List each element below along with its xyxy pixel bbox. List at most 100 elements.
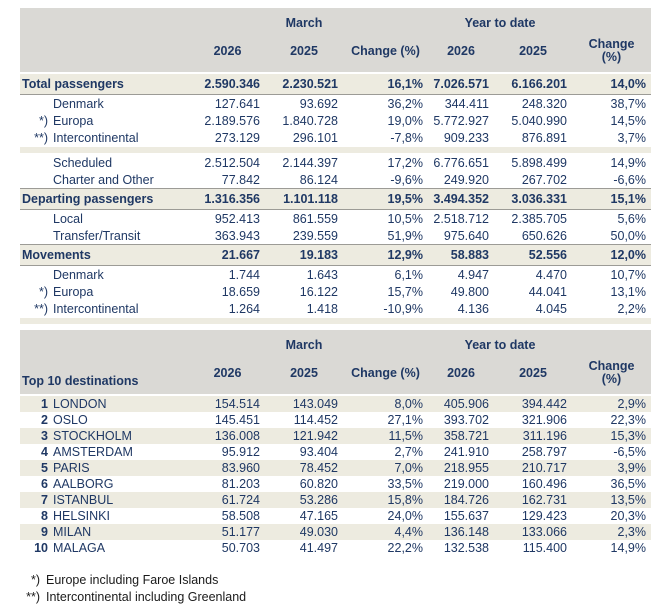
empty-corner-cell (20, 8, 190, 30)
destination-label-cell: 7 ISTANBUL (20, 492, 190, 508)
value-cell: 4.470 (535, 267, 567, 282)
row-label-cell: Transfer/Transit (20, 227, 190, 245)
value-cell: 13,5% (572, 492, 651, 508)
value-cell: 2,9% (572, 395, 651, 412)
row-label-cell: Denmark (20, 266, 190, 284)
destination-row: 5 PARIS 83.960 78.452 7,0% 218.955 210.717 3,9% (20, 460, 651, 476)
value-cell: 93.692 (299, 96, 338, 111)
value-cell: 2,2% (617, 301, 647, 316)
row-label: Intercontinental (53, 130, 139, 145)
value-cell: 127.641 (214, 96, 260, 111)
value-cell: 5.898.499 (511, 155, 567, 170)
value-cell: 14,9% (610, 541, 646, 555)
value-cell: 1.744 (228, 267, 260, 282)
value-cell: 952.413 (214, 211, 260, 226)
rank-number: 8 (41, 509, 48, 523)
value-cell: 5.772.927 (433, 113, 489, 128)
table-row: *) Europa 18.659 16.122 15,7% 49.800 44.041 13,… (20, 283, 651, 300)
destination-name: AMSTERDAM (53, 445, 133, 459)
value-cell: 50,0% (610, 228, 646, 243)
value-cell: 273.129 (214, 130, 260, 145)
row-label-cell: Denmark (20, 95, 190, 113)
value-cell: 3.036.331 (494, 188, 572, 210)
table-row: Scheduled 2.512.504 2.144.397 17,2% 6.776.65… (20, 154, 651, 172)
row-label-cell: Local (20, 210, 190, 228)
value-cell: -10,9% (383, 301, 423, 316)
rank-number: 3 (41, 429, 48, 443)
value-cell: 143.049 (265, 395, 343, 412)
value-cell: 19,5% (343, 188, 428, 210)
ytd-group-header: Year to date (428, 8, 572, 30)
value-cell: 4.136 (457, 301, 489, 316)
value-cell: 1.840.728 (282, 113, 338, 128)
destination-row: 4 AMSTERDAM 95.912 93.404 2,7% 241.910 258.797… (20, 444, 651, 460)
table-row: Denmark 1.744 1.643 6,1% 4.947 4.470 10,7% (20, 266, 651, 284)
destination-row: 2 OSLO 145.451 114.452 27,1% 393.702 321.906 22… (20, 412, 651, 428)
value-cell: 77.842 (221, 172, 260, 187)
traffic-report-page: March Year to date 2026 2025 Change (%) … (0, 8, 659, 604)
section-row: Total passengers 2.590.346 2.230.521 16,1% 7… (20, 72, 651, 95)
value-cell: 14,0% (572, 72, 651, 95)
row-label: Charter and Other (53, 172, 154, 187)
destination-label-cell: 10 MALAGA (20, 540, 190, 556)
value-cell: 358.721 (428, 428, 494, 444)
value-cell: 27,1% (387, 413, 423, 427)
destination-name: MILAN (53, 525, 92, 539)
traffic-statistics-table: March Year to date 2026 2025 Change (%) … (20, 8, 651, 325)
value-cell: 210.717 (494, 460, 572, 476)
value-cell: 2,7% (394, 445, 424, 459)
value-cell: 41.497 (299, 541, 338, 555)
value-cell: 248.320 (521, 96, 567, 111)
destination-row: 3 STOCKHOLM 136.008 121.942 11,5% 358.721 311.… (20, 428, 651, 444)
footnote-marker: **) (34, 301, 48, 316)
value-cell: 861.559 (292, 211, 338, 226)
column-header-row: 2026 2025 Change (%) 2026 2025 Change (%… (20, 30, 651, 74)
value-cell: 60.820 (299, 477, 338, 491)
value-cell: 58.883 (428, 244, 494, 266)
footnote-marker: *) (30, 573, 40, 587)
value-cell: 52.556 (494, 244, 572, 266)
value-cell: 363.943 (214, 228, 260, 243)
destination-name: HELSINKI (53, 509, 110, 523)
value-cell: 51.177 (190, 524, 265, 540)
value-cell: 4.045 (535, 301, 567, 316)
table-row: Local 952.413 861.559 10,5% 2.518.712 2.385.7… (20, 210, 651, 228)
value-cell: 16.122 (299, 284, 338, 299)
value-cell: 18.659 (221, 284, 260, 299)
value-cell: 2,3% (572, 524, 651, 540)
destination-name: MALAGA (53, 541, 106, 555)
value-cell: 405.906 (428, 395, 494, 412)
value-cell: 11,5% (343, 428, 428, 444)
row-label-cell: Total passengers (20, 72, 190, 95)
row-label: Local (53, 211, 83, 226)
ytd-2026-header: 2026 (428, 352, 494, 396)
value-cell: 162.731 (494, 492, 572, 508)
value-cell: 2.590.346 (190, 72, 265, 95)
destination-label-cell: 9 MILAN (20, 524, 190, 540)
footnote-text: Europe including Faroe Islands (46, 573, 219, 587)
value-cell: 2.385.705 (511, 211, 567, 226)
value-cell: 4.947 (457, 267, 489, 282)
value-cell: 184.726 (428, 492, 494, 508)
rank-number: 1 (41, 397, 48, 411)
group-header-row: March Year to date (20, 8, 651, 30)
value-cell: 49.030 (265, 524, 343, 540)
value-cell: 44.041 (528, 284, 567, 299)
row-label: Scheduled (53, 155, 113, 170)
group-header-row: March Year to date (20, 330, 651, 352)
value-cell: 12,9% (343, 244, 428, 266)
value-cell: 311.196 (494, 428, 572, 444)
value-cell: 2.518.712 (433, 211, 489, 226)
value-cell: 36,5% (610, 477, 646, 491)
value-cell: 975.640 (443, 228, 489, 243)
row-label-cell: **) Intercontinental (20, 129, 190, 147)
march-group-header: March (265, 330, 343, 352)
top10-destinations-header: Top 10 destinations (20, 352, 190, 396)
ytd-change-header: Change (%) (572, 30, 651, 74)
value-cell: 154.514 (190, 395, 265, 412)
destination-name: AALBORG (53, 477, 114, 491)
section-row: Departing passengers 1.316.356 1.101.118 19… (20, 188, 651, 210)
value-cell: 51,9% (387, 228, 423, 243)
spacer-row (20, 146, 651, 154)
value-cell: 13,1% (610, 284, 646, 299)
